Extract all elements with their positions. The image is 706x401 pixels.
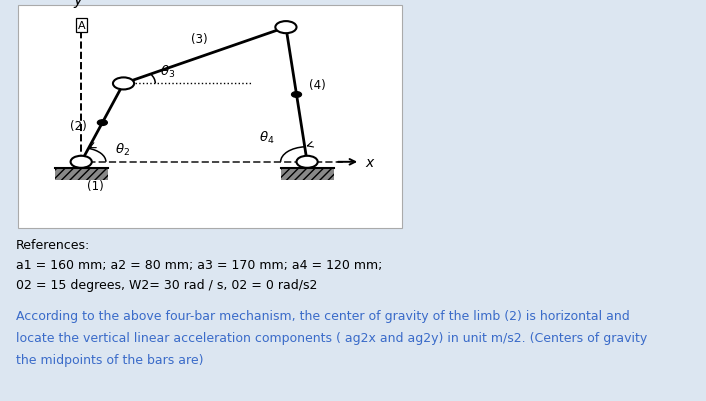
Bar [281,168,333,180]
Text: (4): (4) [309,79,326,92]
Text: References:: References: [16,239,90,251]
Circle shape [71,156,92,168]
Circle shape [297,156,318,168]
Text: (2): (2) [70,119,87,132]
Text: $\theta_4$: $\theta_4$ [259,130,275,146]
Circle shape [97,120,107,126]
Text: the midpoints of the bars are): the midpoints of the bars are) [16,353,203,366]
Text: $y$: $y$ [73,0,85,10]
Circle shape [113,78,134,90]
Text: locate the vertical linear acceleration components ( ag2x and ag2y) in unit m/s2: locate the vertical linear acceleration … [16,331,647,344]
Text: $\theta_2$: $\theta_2$ [115,142,130,158]
Text: A: A [78,21,85,31]
Text: According to the above four-bar mechanism, the center of gravity of the limb (2): According to the above four-bar mechanis… [16,309,629,322]
Circle shape [275,22,297,34]
Text: (3): (3) [191,33,208,46]
Text: 02 = 15 degrees, W2= 30 rad / s, 02 = 0 rad/s2: 02 = 15 degrees, W2= 30 rad / s, 02 = 0 … [16,279,317,292]
Bar [55,168,108,180]
Text: (1): (1) [87,179,104,192]
Text: a1 = 160 mm; a2 = 80 mm; a3 = 170 mm; a4 = 120 mm;: a1 = 160 mm; a2 = 80 mm; a3 = 170 mm; a4… [16,259,382,271]
Text: $\theta_3$: $\theta_3$ [160,64,176,80]
Circle shape [292,93,301,98]
Bar [18,6,402,229]
Text: $x$: $x$ [365,156,376,169]
